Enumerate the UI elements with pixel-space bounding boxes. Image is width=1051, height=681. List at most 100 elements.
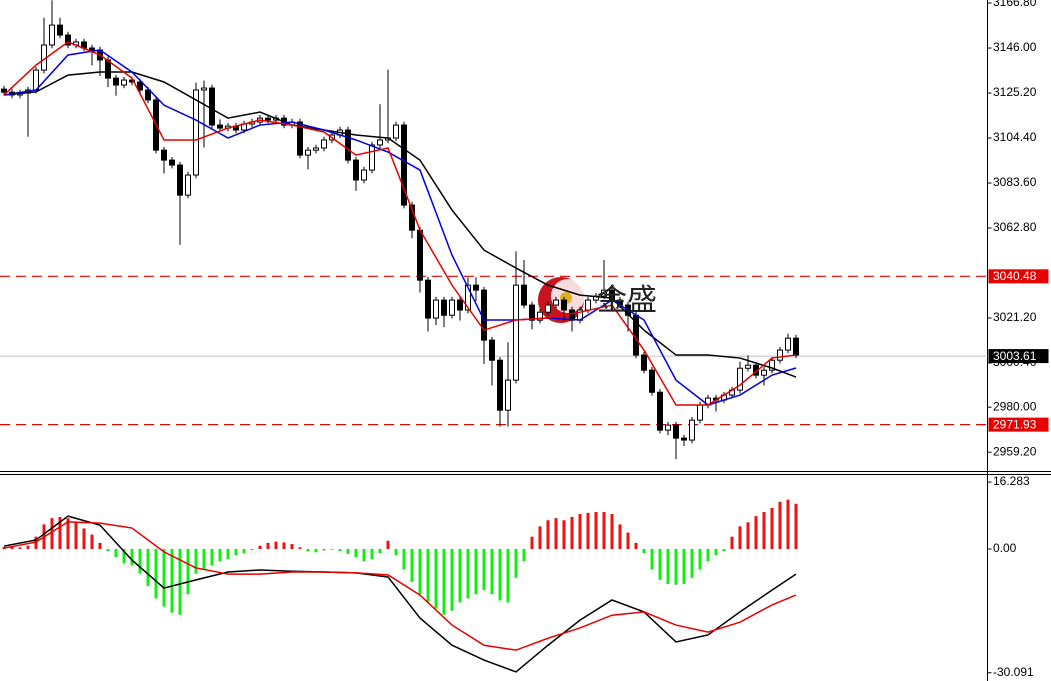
candle-body [393, 124, 399, 139]
y-tick-label: 2980.00 [993, 399, 1037, 413]
candle-body [697, 404, 703, 421]
histogram-bar [130, 549, 134, 566]
histogram-bar [714, 549, 718, 556]
histogram-bar [122, 549, 126, 564]
histogram-bar [586, 512, 590, 550]
current-price-label: 3003.61 [993, 349, 1037, 363]
histogram-bar [674, 549, 678, 585]
candle-body [545, 304, 551, 313]
histogram-bar [698, 549, 702, 570]
candle-body [177, 164, 183, 196]
candle-body [793, 337, 799, 356]
y-tick-label: 3021.20 [993, 310, 1037, 324]
indicator-line [3, 71, 797, 378]
candle-body [129, 79, 135, 83]
candle-body [353, 159, 359, 181]
histogram-bar [250, 549, 254, 551]
level-label: 2971.93 [993, 417, 1037, 431]
candle-body [113, 77, 119, 86]
candle-body [89, 47, 95, 51]
candle-body [673, 424, 679, 439]
level-label-box [988, 269, 1049, 284]
candle-body [489, 339, 495, 361]
histogram-bar [474, 549, 478, 595]
candle-body [65, 34, 71, 46]
candle-body [649, 369, 655, 393]
candle-body [537, 311, 543, 321]
candle-body [313, 147, 319, 151]
histogram-bar [154, 549, 158, 599]
histogram-bar [634, 542, 638, 550]
candle-body [601, 289, 607, 297]
candle-body [137, 81, 143, 91]
y-tick-label: 3062.80 [993, 220, 1037, 234]
candle-body [321, 139, 327, 149]
candle-body [769, 359, 775, 371]
candle-body [169, 159, 175, 166]
y-tick-label: 3104.40 [993, 130, 1037, 144]
candle-body [585, 299, 591, 311]
candle-body [745, 364, 751, 369]
candle-body [193, 89, 199, 176]
candle-body [425, 279, 431, 319]
histogram-bar [778, 501, 782, 550]
histogram-bar [578, 514, 582, 550]
histogram-bar [274, 541, 278, 550]
candle-body [305, 149, 311, 156]
histogram-bar [562, 520, 566, 550]
y-tick-label: 3146.00 [993, 40, 1037, 54]
histogram-bar [90, 534, 94, 550]
candle-body [401, 124, 407, 206]
candle-body [641, 354, 647, 371]
candle-body [497, 359, 503, 411]
y-tick-label: 3083.60 [993, 175, 1037, 189]
histogram-bar [106, 549, 110, 552]
histogram-bar [266, 542, 270, 550]
histogram-bar [314, 549, 318, 553]
histogram-bar [770, 507, 774, 550]
histogram-bar [394, 549, 398, 556]
candle-body [505, 379, 511, 411]
y-tick-label: 0.00 [993, 541, 1017, 555]
histogram-bar [338, 549, 342, 552]
histogram-bar [490, 549, 494, 595]
histogram-bar [602, 512, 606, 550]
histogram-bar [186, 549, 190, 595]
histogram-bar [378, 549, 382, 554]
histogram-bar [498, 549, 502, 601]
candle-body [377, 139, 383, 146]
histogram-bar [50, 518, 54, 550]
histogram-bar [522, 549, 526, 562]
histogram-bar [554, 518, 558, 550]
y-tick-label: 2959.20 [993, 444, 1037, 458]
histogram-bar [210, 549, 214, 566]
y-tick-label: 16.283 [993, 474, 1030, 488]
candle-body [361, 169, 367, 181]
histogram-bar [594, 512, 598, 550]
histogram-bar [666, 549, 670, 584]
candle-body [49, 24, 55, 46]
histogram-bar [442, 549, 446, 615]
histogram-bar [26, 545, 30, 550]
histogram-bar [234, 549, 238, 556]
indicator-line [3, 521, 797, 651]
candle-body [513, 284, 519, 381]
histogram-bar [610, 514, 614, 550]
y-tick-label: 3125.20 [993, 85, 1037, 99]
histogram-bar [730, 536, 734, 550]
histogram-bar [306, 549, 310, 552]
histogram-bar [410, 549, 414, 582]
histogram-bar [362, 549, 366, 562]
histogram-bar [706, 549, 710, 562]
candle-body [209, 87, 215, 126]
histogram-bar [346, 549, 350, 554]
candle-body [665, 424, 671, 431]
candle-body [369, 144, 375, 171]
candle-body [561, 299, 567, 311]
histogram-bar [330, 549, 334, 550]
candle-body [785, 337, 791, 351]
indicator-line [3, 515, 797, 673]
histogram-bar [226, 549, 230, 560]
watermark: 金盛 [597, 284, 657, 317]
